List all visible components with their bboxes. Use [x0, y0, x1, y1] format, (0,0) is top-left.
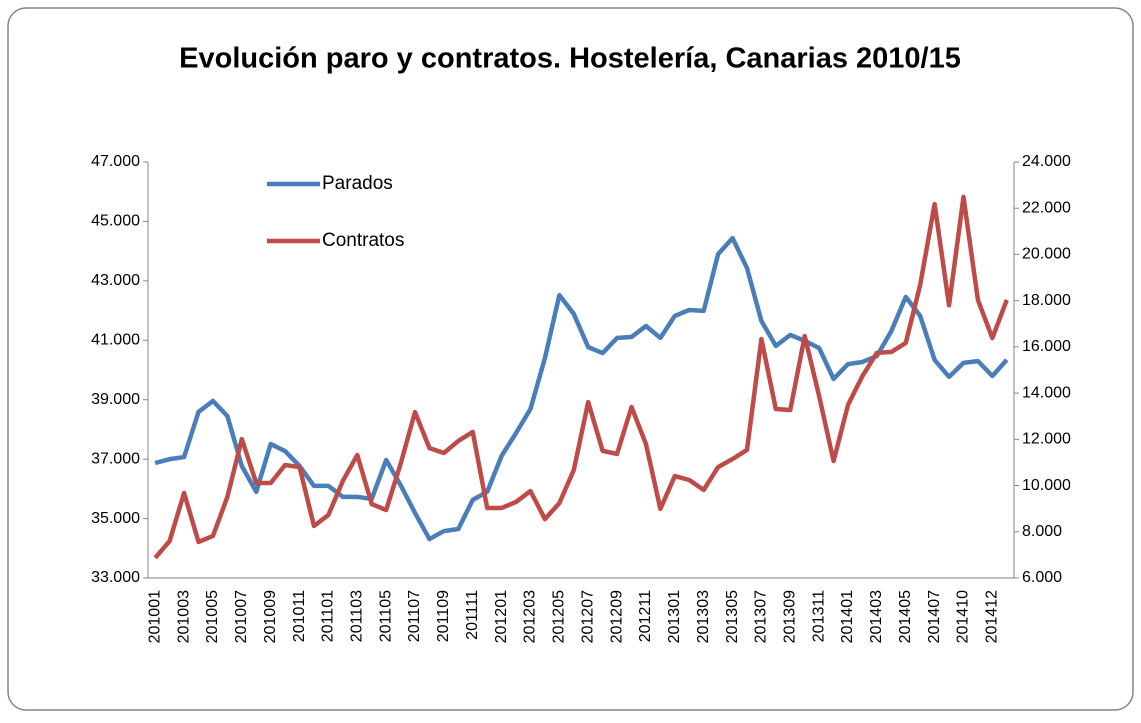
x-tick-label: 201209 [608, 590, 625, 643]
x-tick-label: 201109 [435, 590, 452, 642]
y2-tick-label: 16.000 [1022, 338, 1071, 355]
x-tick-label: 201303 [695, 590, 712, 643]
y2-tick-label: 8.000 [1022, 523, 1062, 540]
x-tick-label: 201307 [753, 590, 770, 643]
x-tick-label: 201201 [493, 590, 510, 643]
x-tick-label: 201101 [320, 590, 337, 642]
x-tick-label: 201305 [724, 590, 741, 643]
x-tick-label: 201003 [175, 590, 192, 643]
x-tick-label: 201401 [839, 590, 856, 643]
x-tick-label: 201207 [579, 590, 596, 643]
x-tick-label: 201403 [868, 590, 885, 643]
x-tick-label: 201407 [926, 590, 943, 643]
chart-title: Evolución paro y contratos. Hostelería, … [179, 43, 961, 75]
x-tick-label: 201309 [782, 590, 799, 643]
y-tick-label: 37.000 [91, 450, 140, 467]
series-line [154, 235, 1009, 542]
x-tick-label: 201203 [522, 590, 539, 643]
y2-tick-label: 12.000 [1022, 431, 1071, 448]
y2-tick-label: 22.000 [1022, 199, 1071, 216]
x-tick-label: 201011 [291, 590, 308, 642]
x-tick-label: 201311 [810, 590, 827, 642]
series-line [153, 194, 1009, 560]
y-tick-label: 45.000 [91, 213, 140, 230]
y-tick-label: 35.000 [91, 510, 140, 527]
x-tick-label: 201105 [377, 590, 394, 642]
legend-label: Parados [322, 173, 393, 194]
y2-tick-label: 24.000 [1022, 153, 1071, 170]
y-tick-label: 33.000 [91, 569, 140, 586]
y2-tick-label: 10.000 [1022, 477, 1071, 494]
y2-tick-label: 6.000 [1022, 569, 1062, 586]
x-tick-label: 201001 [146, 590, 163, 643]
x-tick-label: 201205 [551, 590, 568, 643]
x-tick-label: 201009 [262, 590, 279, 643]
x-tick-label: 201405 [897, 590, 914, 643]
x-tick-label: 201412 [984, 590, 1001, 643]
x-tick-label: 201103 [349, 590, 366, 642]
y2-tick-label: 18.000 [1022, 292, 1071, 309]
y2-tick-label: 14.000 [1022, 384, 1071, 401]
legend-label: Contratos [322, 230, 404, 251]
y-tick-label: 39.000 [91, 391, 140, 408]
y2-tick-label: 20.000 [1022, 246, 1071, 263]
x-tick-label: 201005 [204, 590, 221, 643]
x-tick-label: 201301 [666, 590, 683, 643]
x-tick-label: 201111 [464, 590, 481, 640]
y-tick-label: 43.000 [91, 272, 140, 289]
y-tick-label: 47.000 [91, 153, 140, 170]
y-tick-label: 41.000 [91, 332, 140, 349]
x-tick-label: 201107 [406, 590, 423, 642]
x-tick-label: 201410 [955, 590, 972, 643]
x-tick-label: 201007 [233, 590, 250, 643]
x-tick-label: 201211 [637, 590, 654, 642]
